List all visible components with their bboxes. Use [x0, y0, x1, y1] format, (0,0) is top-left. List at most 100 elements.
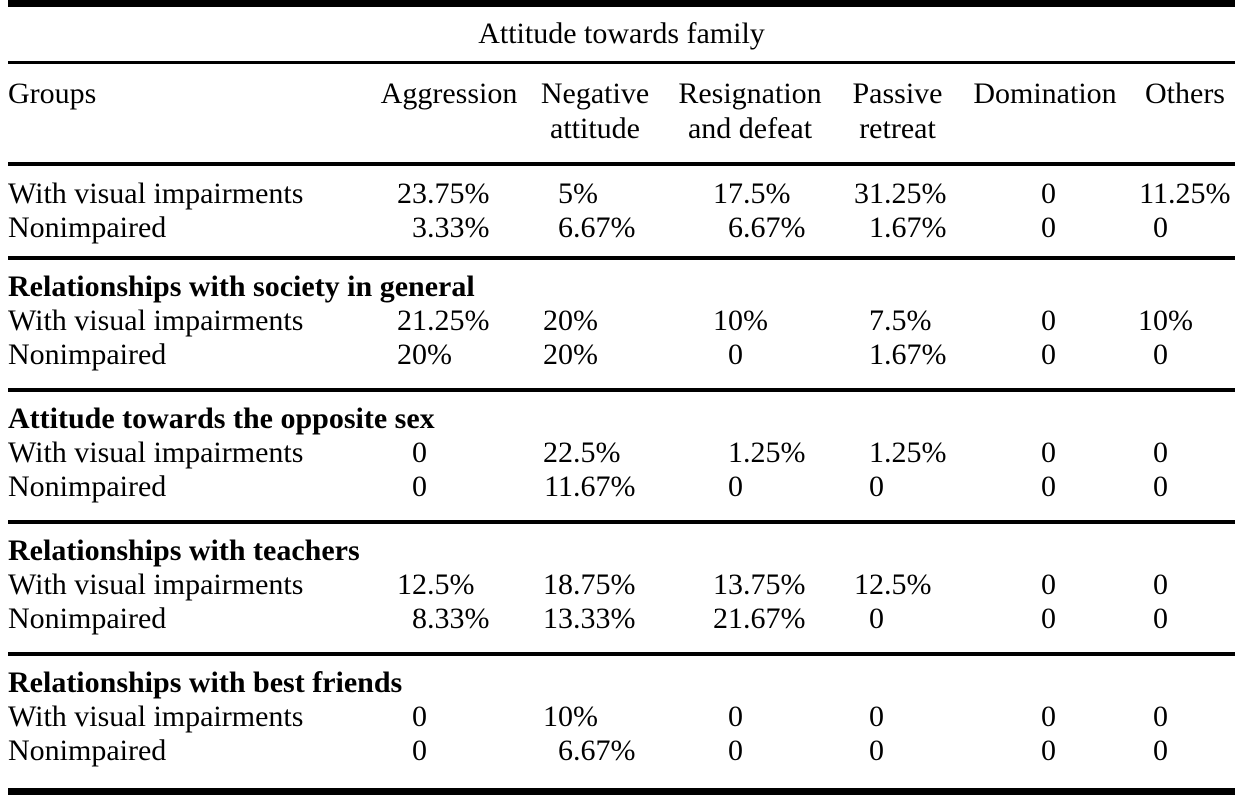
- table-row: Nonimpaired 3.33% 6.67% 6.67% 1.67% 0 0: [8, 211, 1235, 245]
- table-cell: 21.67%: [660, 602, 840, 636]
- value-integer-part: 0: [1041, 177, 1056, 210]
- table-cell: 1.25%: [840, 436, 955, 470]
- table-cell: 12.5%: [840, 568, 955, 602]
- table-cell: 10%: [1135, 304, 1235, 338]
- value-integer-part: 12: [397, 568, 427, 601]
- value-integer-part: 0: [869, 470, 884, 503]
- table-section-teachers: Relationships with teachers With visual …: [8, 524, 1235, 656]
- table-cell: 1.67%: [840, 338, 955, 372]
- value-rest-part: %: [573, 338, 598, 371]
- table-section-society: Relationships with society in general Wi…: [8, 260, 1235, 392]
- table-cell: 0: [660, 338, 840, 372]
- value-rest-part: .25%: [1168, 177, 1231, 210]
- table-cell: 0: [1135, 211, 1235, 245]
- value-integer-part: 0: [728, 700, 743, 733]
- table-title: Attitude towards family: [8, 7, 1235, 64]
- value-integer-part: 10: [1138, 304, 1168, 337]
- value-integer-part: 0: [1041, 304, 1056, 337]
- value-integer-part: 11: [544, 470, 573, 503]
- value-integer-part: 0: [412, 470, 427, 503]
- value-rest-part: .67%: [573, 734, 636, 767]
- value-integer-part: 0: [1153, 436, 1168, 469]
- value-integer-part: 8: [412, 602, 427, 635]
- table-cell: 0: [955, 211, 1135, 245]
- table-cell: 13.75%: [660, 568, 840, 602]
- value-integer-part: 0: [1041, 436, 1056, 469]
- table-cell: 0: [955, 177, 1135, 211]
- value-integer-part: 0: [1153, 734, 1168, 767]
- value-integer-part: 7: [869, 304, 884, 337]
- table-row: With visual impairments 21.25% 20% 10% 7…: [8, 304, 1235, 338]
- row-label: With visual impairments: [8, 568, 304, 601]
- value-integer-part: 0: [1153, 470, 1168, 503]
- row-label: Nonimpaired: [8, 734, 167, 767]
- table-cell: 0: [955, 436, 1135, 470]
- table-cell: 0: [955, 470, 1135, 504]
- table-cell: 23.75%: [368, 177, 530, 211]
- table-section-family: With visual impairments 23.75% 5% 17.5% …: [8, 166, 1235, 260]
- table-cell: 0: [840, 700, 955, 734]
- table-cell: 6.67%: [530, 211, 660, 245]
- table-cell: 3.33%: [368, 211, 530, 245]
- value-rest-part: %: [743, 304, 768, 337]
- table-row: With visual impairments 12.5% 18.75% 13.…: [8, 568, 1235, 602]
- table-cell: 0: [840, 734, 955, 768]
- value-integer-part: 0: [1153, 568, 1168, 601]
- value-integer-part: 0: [1041, 568, 1056, 601]
- value-rest-part: .67%: [743, 602, 806, 635]
- table-cell: 31.25%: [840, 177, 955, 211]
- table-cell: 0: [368, 734, 530, 768]
- table-cell: 0: [660, 700, 840, 734]
- table-cell: 17.5%: [660, 177, 840, 211]
- table-cell: 1.67%: [840, 211, 955, 245]
- value-rest-part: .33%: [427, 602, 490, 635]
- value-rest-part: .67%: [884, 338, 947, 371]
- column-header-groups: Groups: [8, 77, 97, 110]
- value-rest-part: %: [1168, 304, 1193, 337]
- row-label: With visual impairments: [8, 436, 304, 469]
- table-row: Nonimpaired 0 6.67% 0 0 0 0: [8, 734, 1235, 768]
- value-rest-part: %: [573, 177, 598, 210]
- row-label: Nonimpaired: [8, 338, 167, 371]
- value-integer-part: 18: [543, 568, 573, 601]
- value-rest-part: %: [573, 700, 598, 733]
- table-cell: 10%: [530, 700, 660, 734]
- table-cell: 0: [368, 470, 530, 504]
- value-rest-part: .25%: [427, 304, 490, 337]
- table-cell: 22.5%: [530, 436, 660, 470]
- table-cell: 0: [840, 470, 955, 504]
- value-integer-part: 31: [854, 177, 884, 210]
- value-rest-part: .5%: [743, 177, 791, 210]
- value-rest-part: .33%: [427, 211, 490, 244]
- table-cell: 10%: [660, 304, 840, 338]
- table-cell: 18.75%: [530, 568, 660, 602]
- value-rest-part: .5%: [573, 436, 621, 469]
- column-header-domination: Domination: [973, 77, 1117, 110]
- column-header-others: Others: [1145, 77, 1225, 110]
- value-integer-part: 0: [412, 700, 427, 733]
- value-integer-part: 0: [1041, 734, 1056, 767]
- table-cell: 0: [1135, 734, 1235, 768]
- value-integer-part: 0: [869, 700, 884, 733]
- value-rest-part: %: [427, 338, 452, 371]
- value-integer-part: 12: [854, 568, 884, 601]
- value-integer-part: 0: [869, 734, 884, 767]
- table-cell: 1.25%: [660, 436, 840, 470]
- value-integer-part: 21: [713, 602, 743, 635]
- table-cell: 6.67%: [660, 211, 840, 245]
- value-integer-part: 13: [543, 602, 573, 635]
- table-cell: 0: [955, 338, 1135, 372]
- table-section-opposite-sex: Attitude towards the opposite sex With v…: [8, 392, 1235, 524]
- value-rest-part: .33%: [573, 602, 636, 635]
- value-rest-part: .75%: [573, 568, 636, 601]
- table-row: With visual impairments 23.75% 5% 17.5% …: [8, 177, 1235, 211]
- value-rest-part: .25%: [884, 177, 947, 210]
- value-integer-part: 0: [1153, 338, 1168, 371]
- value-integer-part: 0: [412, 734, 427, 767]
- value-integer-part: 20: [543, 304, 573, 337]
- table-cell: 0: [660, 734, 840, 768]
- table-row: Nonimpaired 20% 20% 0 1.67% 0 0: [8, 338, 1235, 372]
- value-integer-part: 6: [728, 211, 743, 244]
- section-header: Attitude towards the opposite sex: [8, 402, 435, 435]
- value-integer-part: 0: [1041, 700, 1056, 733]
